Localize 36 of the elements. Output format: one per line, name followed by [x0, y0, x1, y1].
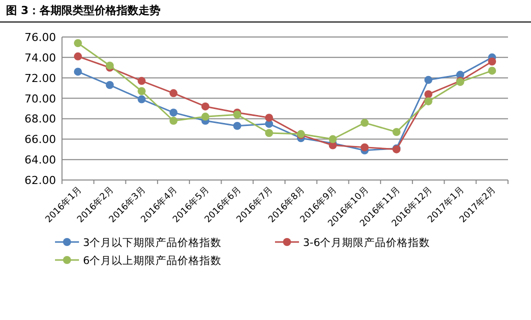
point	[233, 122, 242, 130]
point	[360, 143, 369, 152]
point	[138, 76, 146, 85]
point	[265, 114, 274, 122]
point	[328, 135, 337, 144]
point	[170, 116, 178, 125]
legend-label: 3个月以下期限产品价格指数	[83, 236, 222, 249]
y-tick-label: 64.00	[24, 154, 56, 167]
point	[201, 102, 210, 110]
y-tick-label: 68.00	[24, 112, 56, 126]
point	[170, 108, 178, 117]
point	[74, 52, 82, 60]
point	[488, 58, 496, 66]
point	[106, 81, 114, 90]
legend-label: 6个月以上期限产品价格指数	[83, 254, 222, 267]
chart-title: 图 3：各期限类型价格指数走势	[6, 4, 160, 17]
point	[392, 128, 400, 136]
point	[265, 129, 274, 138]
point	[170, 89, 178, 98]
y-tick-label: 74.00	[24, 51, 56, 64]
y-tick-label: 76.00	[24, 31, 56, 44]
y-tick-label: 62.00	[24, 174, 56, 187]
point	[138, 95, 146, 104]
point	[138, 87, 146, 96]
point	[74, 68, 82, 76]
point	[424, 97, 432, 106]
y-tick-label: 70.00	[24, 92, 56, 106]
point	[424, 76, 432, 84]
point	[74, 39, 82, 48]
legend-label: 3-6个月期限产品价格指数	[303, 236, 430, 249]
point	[488, 66, 496, 75]
point	[360, 118, 369, 127]
point	[424, 90, 432, 98]
point	[201, 112, 210, 121]
y-tick-label: 72.00	[24, 72, 56, 85]
y-tick-label: 66.00	[24, 133, 56, 146]
